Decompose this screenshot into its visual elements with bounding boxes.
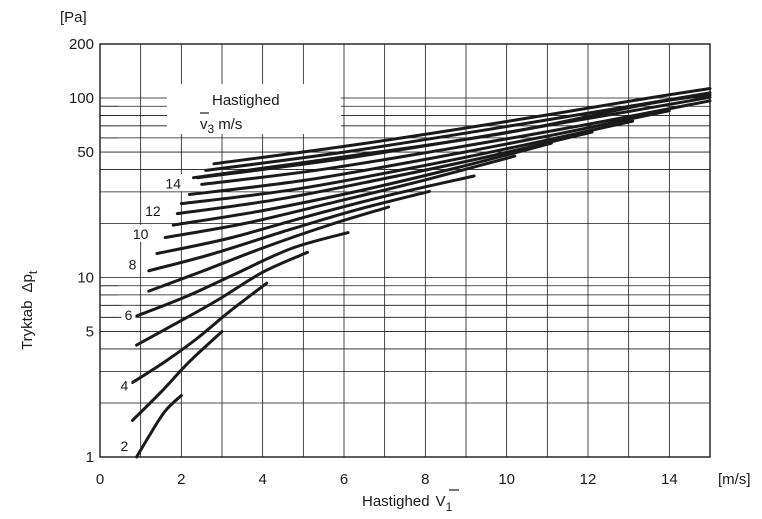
legend-unit: v3 m/s xyxy=(200,116,242,136)
series-line-9 xyxy=(163,154,517,239)
series-line-10 xyxy=(171,141,553,227)
curve-label: 10 xyxy=(133,226,149,242)
curves xyxy=(131,87,712,459)
y-axis-title: Tryktab Δpt xyxy=(19,270,40,350)
series-line-17 xyxy=(212,87,712,166)
legend-title: Hastighed xyxy=(212,92,280,109)
curve-label-bg xyxy=(117,437,132,455)
x-axis-title: Hastighed V1 xyxy=(362,493,453,514)
curve-label-bg xyxy=(162,174,185,192)
curve-label: 8 xyxy=(129,257,137,273)
y-tick-label: 200 xyxy=(69,36,94,53)
series-line-12 xyxy=(179,119,635,206)
series-line-2 xyxy=(131,330,224,422)
y-unit-label: [Pa] xyxy=(60,9,87,26)
curve-label-bg xyxy=(125,255,140,273)
x-unit-label: [m/s] xyxy=(718,471,751,488)
x-axis-symbol: V xyxy=(436,493,446,510)
series-line-13 xyxy=(188,109,671,196)
x-tick-label: 14 xyxy=(661,471,678,488)
y-tick-label: 10 xyxy=(77,270,94,287)
curve-label-bg xyxy=(121,305,136,323)
curve-label-bg xyxy=(141,201,164,219)
series-line-5 xyxy=(135,231,350,318)
series-line-7 xyxy=(147,189,431,273)
y-axis-subscript: t xyxy=(26,270,40,274)
curve-label-bg xyxy=(129,224,152,242)
y-tick-label: 5 xyxy=(86,324,94,341)
y-tick-label: 1 xyxy=(86,449,94,466)
curve-label: 6 xyxy=(125,307,133,323)
legend-unit-text: m/s xyxy=(218,116,242,133)
legend-symbol: v xyxy=(200,116,208,133)
series-line-6 xyxy=(147,205,391,293)
series-line-8 xyxy=(155,174,476,255)
curve-label: 4 xyxy=(121,378,129,394)
curve-label: 12 xyxy=(145,203,161,219)
legend-subscript: 3 xyxy=(208,122,215,136)
curve-label-bg xyxy=(117,376,132,394)
x-tick-label: 8 xyxy=(421,471,429,488)
x-axis-label: Hastighed xyxy=(362,493,430,510)
x-tick-label: 12 xyxy=(580,471,597,488)
series-line-11 xyxy=(175,130,594,216)
x-tick-label: 6 xyxy=(340,471,348,488)
y-axis-label: Tryktab xyxy=(19,301,36,350)
y-tick-label: 100 xyxy=(69,90,94,107)
series-line-14 xyxy=(200,99,712,186)
legend-box xyxy=(167,84,341,134)
y-tick-label: 50 xyxy=(77,144,94,161)
series-line-18 xyxy=(192,93,712,180)
x-axis-subscript: 1 xyxy=(446,500,453,514)
plot-frame xyxy=(99,43,711,458)
x-tick-label: 0 xyxy=(96,471,104,488)
curve-label: 2 xyxy=(121,438,129,454)
minor-ticks xyxy=(100,105,118,318)
y-axis-symbol: Δp xyxy=(19,274,36,292)
curve-label: 14 xyxy=(165,175,181,191)
x-tick-label: 2 xyxy=(177,471,185,488)
x-tick-label: 10 xyxy=(498,471,515,488)
series-line-4 xyxy=(135,250,309,347)
series-line-1 xyxy=(135,394,183,459)
x-tick-label: 4 xyxy=(258,471,266,488)
series-line-3 xyxy=(131,281,269,384)
